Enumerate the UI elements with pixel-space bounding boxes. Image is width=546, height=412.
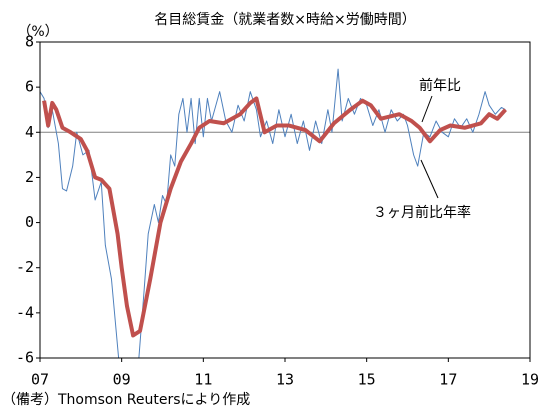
- y-tick-label: 6: [25, 78, 34, 96]
- x-tick-label: 09: [113, 371, 131, 389]
- x-tick-label: 19: [521, 371, 539, 389]
- y-tick-label: -6: [16, 349, 34, 367]
- y-tick-label: 2: [25, 168, 34, 186]
- y-tick-label: -2: [16, 258, 34, 276]
- annotation: ３ヶ月前比年率: [373, 204, 471, 221]
- plot-frame: [39, 41, 531, 359]
- x-tick-label: 15: [358, 371, 376, 389]
- annotation: 前年比: [419, 77, 461, 94]
- x-tick-label: 11: [194, 371, 212, 389]
- annotation-arrow: [421, 95, 433, 123]
- x-tick-label: 17: [439, 371, 457, 389]
- x-tick-label: 07: [31, 371, 49, 389]
- line-layer: [40, 68, 507, 358]
- x-tick-label: 13: [276, 371, 294, 389]
- y-tick-label: 0: [25, 213, 34, 231]
- chart-title: 名目総賃金（就業者数×時給×労働時間）: [154, 12, 415, 28]
- series-line: [40, 68, 506, 358]
- series-line: [42, 96, 507, 338]
- y-axis-label: （%）: [17, 24, 58, 40]
- y-tick-label: 8: [25, 33, 34, 51]
- annotation-arrow: [420, 159, 439, 199]
- y-tick-label: -4: [16, 303, 34, 321]
- grid-layer: [36, 41, 531, 362]
- y-tick-label: 4: [25, 123, 34, 141]
- source-note: （備考）Thomson Reutersにより作成: [2, 392, 250, 408]
